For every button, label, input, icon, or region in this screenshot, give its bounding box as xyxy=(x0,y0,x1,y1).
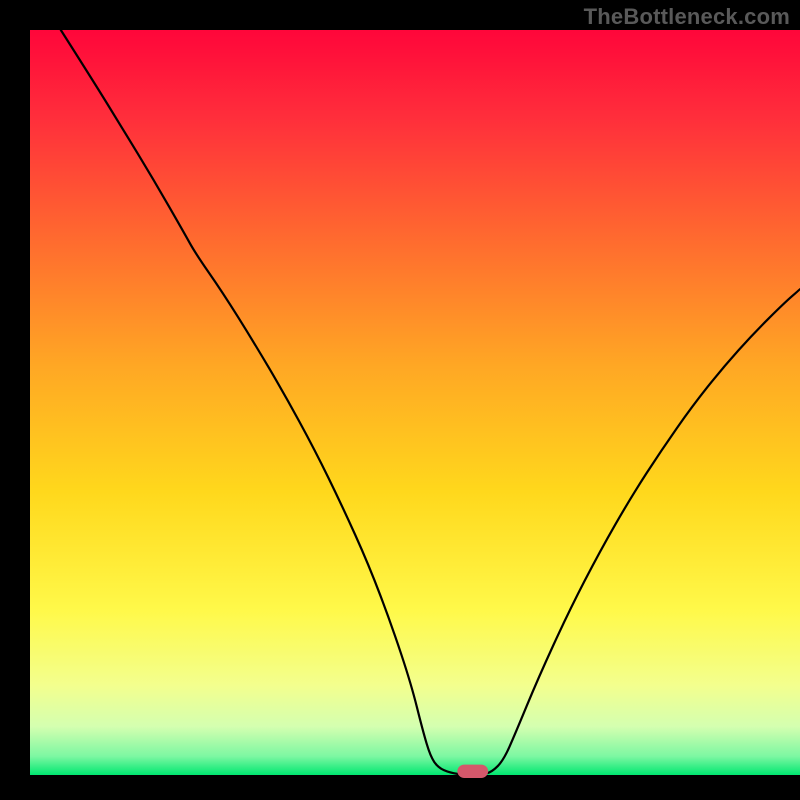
bottleneck-chart xyxy=(0,0,800,800)
optimum-marker xyxy=(457,765,488,778)
watermark-text: TheBottleneck.com xyxy=(584,4,790,30)
plot-background xyxy=(30,30,800,775)
